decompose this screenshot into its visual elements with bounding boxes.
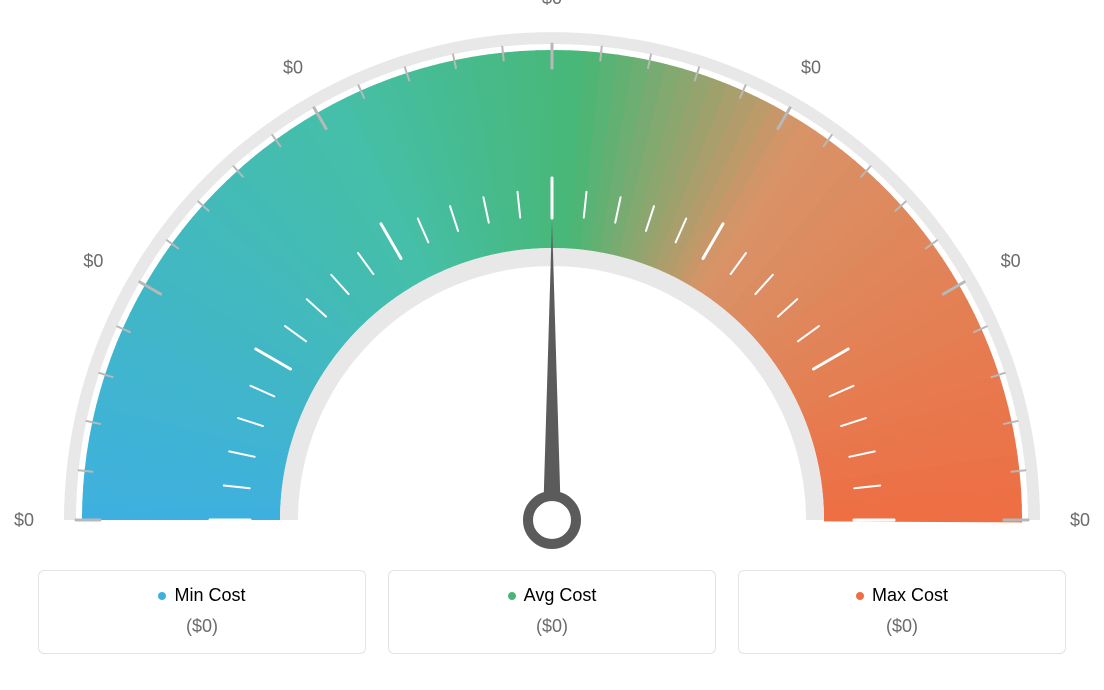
svg-text:$0: $0 — [83, 251, 103, 271]
legend-card-avg: Avg Cost ($0) — [388, 570, 716, 654]
legend-title-max: Max Cost — [856, 585, 948, 606]
legend-value-avg: ($0) — [399, 616, 705, 637]
legend-value-min: ($0) — [49, 616, 355, 637]
legend-label-max: Max Cost — [872, 585, 948, 606]
legend-dot-min — [158, 592, 166, 600]
gauge-chart: $0 $0 $0 $0 $0 $0 $0 — [0, 0, 1104, 560]
legend-title-min: Min Cost — [158, 585, 245, 606]
svg-text:$0: $0 — [1070, 510, 1090, 530]
legend-dot-avg — [508, 592, 516, 600]
legend-dot-max — [856, 592, 864, 600]
svg-text:$0: $0 — [283, 57, 303, 77]
legend-value-max: ($0) — [749, 616, 1055, 637]
legend-title-avg: Avg Cost — [508, 585, 597, 606]
svg-text:$0: $0 — [801, 57, 821, 77]
legend-card-max: Max Cost ($0) — [738, 570, 1066, 654]
svg-text:$0: $0 — [14, 510, 34, 530]
svg-text:$0: $0 — [542, 0, 562, 8]
legend-row: Min Cost ($0) Avg Cost ($0) Max Cost ($0… — [38, 570, 1066, 654]
legend-label-min: Min Cost — [174, 585, 245, 606]
svg-text:$0: $0 — [1001, 251, 1021, 271]
legend-card-min: Min Cost ($0) — [38, 570, 366, 654]
legend-label-avg: Avg Cost — [524, 585, 597, 606]
gauge-svg: $0 $0 $0 $0 $0 $0 $0 — [0, 0, 1104, 560]
